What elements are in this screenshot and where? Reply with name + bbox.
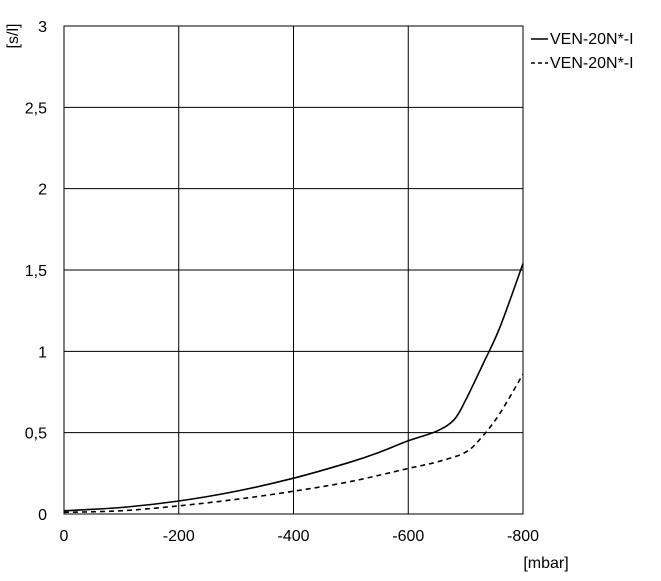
grid bbox=[63, 25, 524, 515]
x-axis-unit: [mbar] bbox=[523, 555, 568, 572]
y-tick-label-3: 1,5 bbox=[25, 263, 47, 280]
x-tick-label-2: -400 bbox=[277, 528, 309, 545]
plot-frame bbox=[63, 25, 524, 515]
y-tick-label-4: 2 bbox=[38, 182, 47, 199]
series-line-2-dashed bbox=[63, 373, 524, 514]
y-tick-label-6: 3 bbox=[38, 19, 47, 36]
x-tick-labels: 0 -200 -400 -600 -800 bbox=[60, 528, 540, 545]
y-axis-unit: [s/l] bbox=[5, 24, 22, 49]
x-tick-label-3: -600 bbox=[392, 528, 424, 545]
x-tick-label-1: -200 bbox=[163, 528, 195, 545]
y-tick-label-1: 0,5 bbox=[25, 426, 47, 443]
legend-label-1: VEN-20N*-I bbox=[550, 31, 634, 48]
series-layer bbox=[63, 263, 524, 514]
y-tick-label-2: 1 bbox=[38, 344, 47, 361]
legend-label-2: VEN-20N*-I bbox=[550, 55, 634, 72]
series-line-1-solid bbox=[63, 263, 524, 512]
y-tick-label-5: 2,5 bbox=[25, 100, 47, 117]
x-tick-label-0: 0 bbox=[60, 528, 69, 545]
legend: VEN-20N*-I VEN-20N*-I bbox=[531, 31, 634, 72]
x-tick-label-4: -800 bbox=[507, 528, 539, 545]
y-tick-label-0: 0 bbox=[38, 507, 47, 524]
y-tick-labels: 0 0,5 1 1,5 2 2,5 3 bbox=[25, 19, 47, 524]
